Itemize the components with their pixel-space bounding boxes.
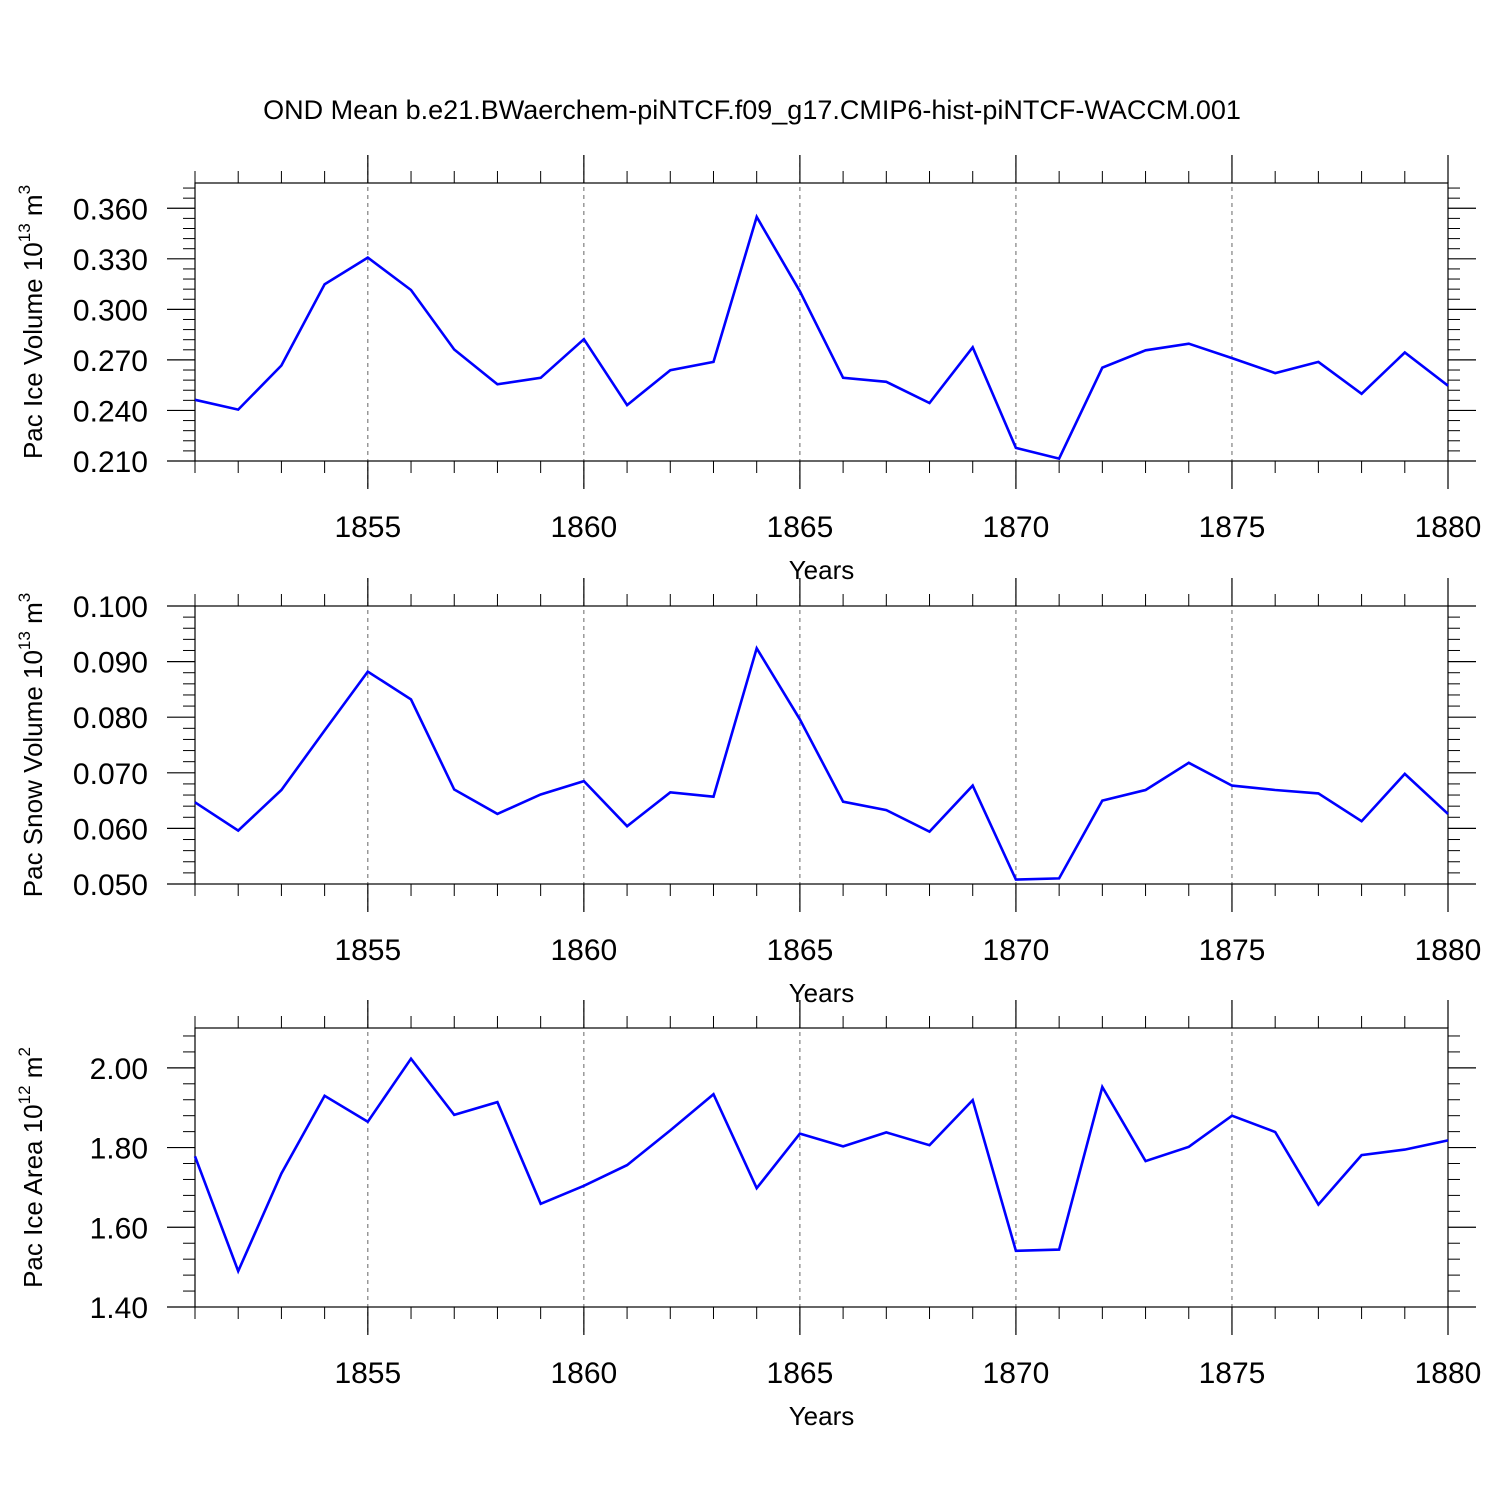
x-tick-label-1875: 1875 — [1199, 511, 1266, 544]
y-axis-label-unit: m — [18, 194, 48, 223]
y-axis-label-unit-exponent: 3 — [15, 593, 34, 602]
y-tick-label-0.090: 0.090 — [73, 647, 148, 680]
y-axis-label-unit: m — [18, 1057, 48, 1086]
x-axis-label: Years — [789, 555, 855, 585]
y-axis-label-main: Pac Ice Area 10 — [18, 1104, 48, 1288]
y-tick-label-1.40: 1.40 — [90, 1292, 148, 1325]
x-tick-label-1860: 1860 — [550, 934, 617, 967]
y-tick-label-0.330: 0.330 — [73, 244, 148, 277]
y-tick-label-0.360: 0.360 — [73, 193, 148, 226]
x-tick-label-1855: 1855 — [334, 934, 401, 967]
y-axis-label: Pac Snow Volume 1013 m3 — [15, 593, 48, 897]
x-tick-label-1865: 1865 — [767, 1357, 834, 1390]
chart-title: OND Mean b.e21.BWaerchem-piNTCF.f09_g17.… — [263, 95, 1241, 125]
panel-pac-ice-area: 1855 1860 1865 1870 1875 1880 1.40 1.60 1.80 2.00… — [15, 1000, 1481, 1431]
x-tick-label-1875: 1875 — [1199, 934, 1266, 967]
y-axis-label-exponent: 12 — [15, 1085, 34, 1104]
x-tick-label-1870: 1870 — [983, 934, 1050, 967]
y-axis-label-main: Pac Snow Volume 10 — [18, 650, 48, 897]
x-tick-label-1865: 1865 — [767, 934, 834, 967]
y-axis-label: Pac Ice Volume 1013 m3 — [15, 185, 48, 459]
x-tick-label-1855: 1855 — [334, 511, 401, 544]
y-tick-label-0.210: 0.210 — [73, 446, 148, 479]
y-tick-label-0.060: 0.060 — [73, 813, 148, 846]
y-axis-label-exponent: 13 — [15, 223, 34, 242]
x-tick-label-1875: 1875 — [1199, 1357, 1266, 1390]
x-tick-label-1880: 1880 — [1415, 1357, 1482, 1390]
series-line — [194, 645, 1449, 881]
y-axis-label-main: Pac Ice Volume 10 — [18, 242, 48, 459]
y-tick-label-0.070: 0.070 — [73, 758, 148, 791]
y-axis-label: Pac Ice Area 1012 m2 — [15, 1047, 48, 1288]
plot-frame — [194, 605, 1449, 885]
y-axis-label-unit: m — [18, 602, 48, 631]
x-tick-label-1880: 1880 — [1415, 934, 1482, 967]
y-axis-label-exponent: 13 — [15, 631, 34, 650]
panel-pac-ice-volume: 1855 1860 1865 1870 1875 1880 0.210 0.240 0.270 0… — [15, 155, 1481, 585]
y-tick-label-2.00: 2.00 — [90, 1053, 148, 1086]
x-tick-label-1855: 1855 — [334, 1357, 401, 1390]
y-tick-label-1.80: 1.80 — [90, 1133, 148, 1166]
y-tick-label-0.100: 0.100 — [73, 591, 148, 624]
series-line — [194, 213, 1449, 461]
y-axis-label-unit-exponent: 2 — [15, 1047, 34, 1056]
y-tick-label-1.60: 1.60 — [90, 1212, 148, 1245]
x-axis-label: Years — [789, 978, 855, 1008]
plot-frame — [194, 1027, 1449, 1308]
x-tick-label-1870: 1870 — [983, 1357, 1050, 1390]
series-line — [193, 1056, 1449, 1275]
x-tick-label-1860: 1860 — [550, 511, 617, 544]
y-axis-label-unit-exponent: 3 — [15, 185, 34, 194]
x-tick-label-1865: 1865 — [767, 511, 834, 544]
plot-frame — [194, 182, 1449, 462]
x-tick-label-1860: 1860 — [550, 1357, 617, 1390]
y-tick-label-0.080: 0.080 — [73, 702, 148, 735]
panel-pac-snow-volume: 1855 1860 1865 1870 1875 1880 0.050 0.060 0.070 0… — [15, 578, 1481, 1008]
y-tick-label-0.050: 0.050 — [73, 869, 148, 902]
y-tick-label-0.270: 0.270 — [73, 345, 148, 378]
x-tick-label-1880: 1880 — [1415, 511, 1482, 544]
x-tick-label-1870: 1870 — [983, 511, 1050, 544]
y-tick-label-0.300: 0.300 — [73, 294, 148, 327]
x-axis-label: Years — [789, 1401, 855, 1431]
y-tick-label-0.240: 0.240 — [73, 395, 148, 428]
